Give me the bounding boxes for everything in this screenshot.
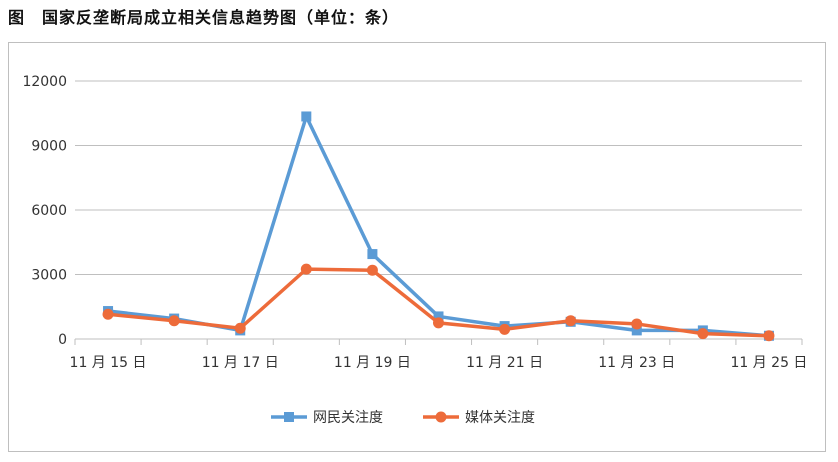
x-tick-label: 11 月 21 日 — [466, 355, 543, 371]
x-tick-label: 11 月 15 日 — [70, 355, 147, 371]
x-axis: 11 月 15 日 11 月 17 日 11 月 19 日 11 月 21 日 11 月… — [70, 339, 807, 371]
chart-frame: 0 3000 6000 9000 12000 11 月 15 日 11 月 17 日 11 … — [8, 42, 826, 452]
data-point-circle — [433, 317, 444, 329]
y-tick-label: 9000 — [31, 139, 67, 155]
legend-marker-circle — [435, 411, 447, 423]
x-tick-label: 11 月 25 日 — [730, 355, 807, 371]
x-tick-label: 11 月 17 日 — [202, 355, 279, 371]
gridlines — [75, 80, 802, 340]
y-tick-label: 6000 — [31, 203, 67, 219]
data-point-circle — [366, 264, 378, 276]
series-layer — [102, 111, 775, 342]
legend-label: 媒体关注度 — [465, 410, 535, 426]
series-line-1 — [107, 114, 770, 338]
data-point-circle — [102, 308, 114, 320]
data-point-circle — [631, 318, 643, 330]
data-point-circle — [300, 263, 312, 275]
y-tick-label: 3000 — [31, 268, 67, 284]
data-point-square — [433, 311, 444, 322]
data-point-circle — [499, 323, 511, 335]
data-point-circle — [565, 315, 577, 327]
legend-marker-square — [284, 412, 294, 422]
figure-title: 图 国家反垄断局成立相关信息趋势图（单位：条） — [8, 8, 400, 27]
legend: 网民关注度 媒体关注度 — [271, 410, 535, 426]
y-tick-label: 0 — [58, 332, 67, 348]
data-point-square — [301, 111, 312, 122]
data-point-circle — [234, 322, 246, 334]
y-tick-label: 12000 — [22, 74, 67, 90]
x-tick-label: 11 月 23 日 — [598, 355, 675, 371]
y-axis-ticks: 0 3000 6000 9000 12000 — [22, 74, 67, 348]
data-point-square — [631, 325, 642, 336]
data-point-square — [367, 249, 378, 260]
legend-label: 网民关注度 — [313, 410, 383, 426]
data-point-circle — [697, 328, 709, 340]
x-tick-label: 11 月 19 日 — [334, 355, 411, 371]
data-point-circle — [168, 315, 180, 327]
data-point-circle — [763, 330, 775, 342]
